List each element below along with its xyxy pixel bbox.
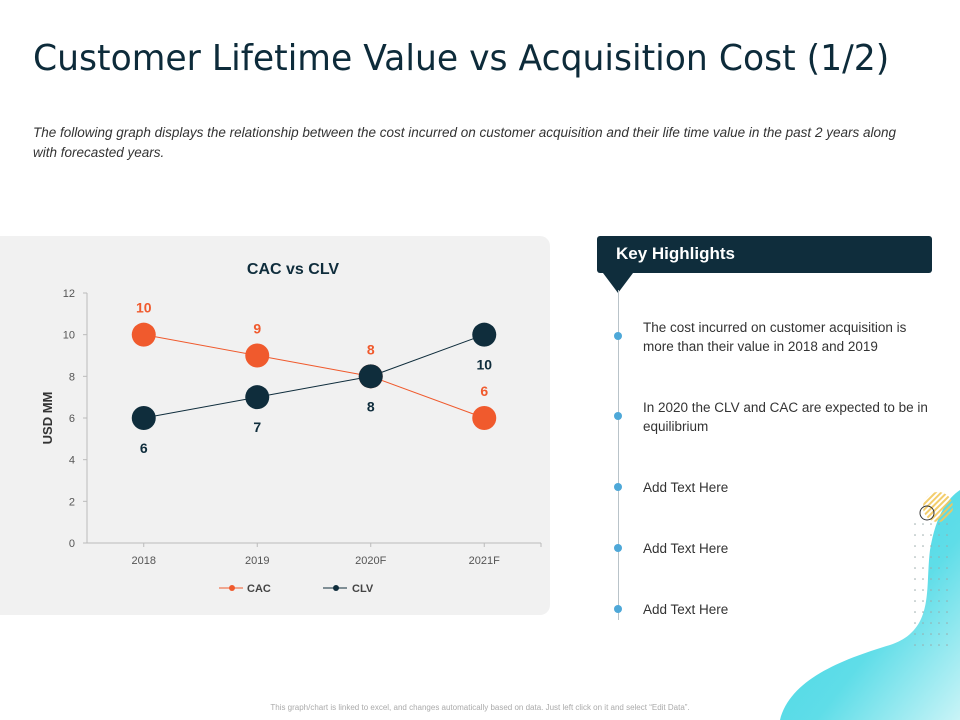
x-tick-label: 2020F — [355, 555, 386, 567]
y-axis-label: USD MM — [40, 392, 55, 445]
bullet-dot-icon — [614, 605, 622, 613]
down-arrow-icon — [603, 273, 633, 293]
highlight-item: Add Text Here — [643, 541, 729, 556]
y-tick-label: 2 — [69, 496, 75, 508]
bullet-dot-icon — [614, 412, 622, 420]
data-point-cac[interactable] — [472, 406, 497, 430]
data-label-cac: 10 — [136, 300, 152, 316]
y-tick-label: 10 — [63, 330, 75, 342]
y-tick-label: 12 — [63, 288, 75, 300]
y-axis: 0 2 4 6 8 10 12 — [63, 288, 88, 550]
x-tick-label: 2021F — [469, 555, 500, 567]
data-label-clv: 10 — [476, 357, 492, 373]
data-label-clv: 6 — [140, 440, 148, 456]
y-tick-label: 0 — [69, 538, 75, 550]
page-title: Customer Lifetime Value vs Acquisition C… — [33, 38, 890, 79]
highlight-item: The cost incurred on customer acquisitio… — [643, 320, 907, 354]
bullet-dot-icon — [614, 332, 622, 340]
data-point-clv[interactable] — [131, 406, 156, 430]
data-label-clv: 7 — [253, 419, 261, 435]
legend-cac-label: CAC — [247, 583, 271, 595]
legend-clv-marker — [333, 585, 339, 591]
page-subtitle: The following graph displays the relatio… — [33, 125, 896, 160]
key-highlights-header: Key Highlights — [597, 236, 932, 273]
highlight-item: Add Text Here — [643, 602, 729, 617]
legend-clv-label: CLV — [352, 583, 374, 595]
series-lines: 10 9 8 6 6 7 8 10 — [131, 300, 497, 456]
highlight-item: In 2020 the CLV and CAC are expected to … — [643, 400, 928, 434]
timeline-line — [618, 290, 619, 620]
series-line-clv — [143, 334, 485, 419]
chart-legend: CAC CLV — [219, 583, 374, 595]
x-tick-label: 2018 — [132, 555, 156, 567]
decorative-wave-graphic — [780, 490, 960, 720]
data-label-cac: 6 — [480, 383, 488, 399]
chart-panel — [0, 236, 550, 615]
legend-cac-marker — [229, 585, 235, 591]
bullet-dot-icon — [614, 483, 622, 491]
data-point-cac[interactable] — [245, 343, 270, 368]
data-point-clv[interactable] — [358, 364, 383, 389]
y-tick-label: 4 — [69, 455, 75, 467]
data-point-clv[interactable] — [245, 385, 270, 410]
y-tick-label: 8 — [69, 371, 75, 383]
highlight-item: Add Text Here — [643, 480, 729, 495]
y-tick-label: 6 — [69, 413, 75, 425]
x-tick-label: 2019 — [245, 555, 269, 567]
series-line-cac — [143, 334, 485, 419]
x-axis: 2018 2019 2020F 2021F — [87, 542, 542, 567]
key-highlights-title: Key Highlights — [616, 244, 736, 263]
data-label-cac: 8 — [367, 341, 375, 357]
data-label-clv: 8 — [367, 398, 375, 414]
data-point-cac[interactable] — [131, 322, 156, 347]
footer-note: This graph/chart is linked to excel, and… — [270, 703, 690, 712]
data-point-clv[interactable] — [472, 322, 497, 347]
data-label-cac: 9 — [253, 321, 261, 337]
chart-title: CAC vs CLV — [247, 261, 339, 278]
bullet-dot-icon — [614, 544, 622, 552]
line-chart[interactable]: CAC vs CLV USD MM 0 2 4 6 8 10 12 2018 2019 2020… — [0, 236, 555, 616]
